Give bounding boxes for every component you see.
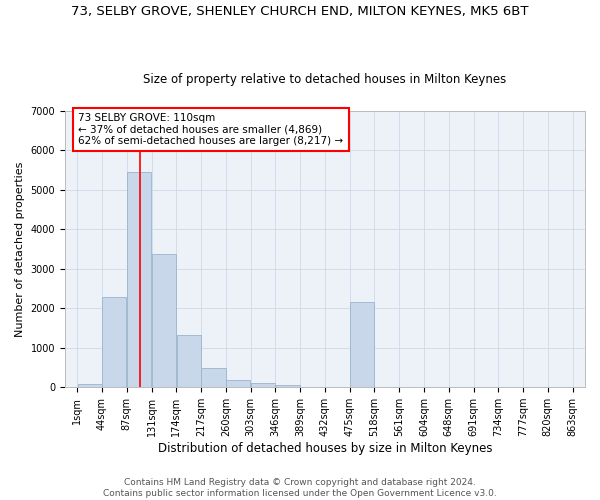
X-axis label: Distribution of detached houses by size in Milton Keynes: Distribution of detached houses by size …	[158, 442, 492, 455]
Bar	[276, 385, 300, 387]
Y-axis label: Number of detached properties: Number of detached properties	[15, 162, 25, 336]
Bar	[127, 172, 151, 387]
Bar	[103, 297, 127, 387]
Title: Size of property relative to detached houses in Milton Keynes: Size of property relative to detached ho…	[143, 73, 506, 86]
Text: Contains HM Land Registry data © Crown copyright and database right 2024.
Contai: Contains HM Land Registry data © Crown c…	[103, 478, 497, 498]
Bar	[202, 368, 226, 387]
Bar	[77, 384, 101, 387]
Text: 73, SELBY GROVE, SHENLEY CHURCH END, MILTON KEYNES, MK5 6BT: 73, SELBY GROVE, SHENLEY CHURCH END, MIL…	[71, 5, 529, 18]
Bar	[177, 335, 201, 387]
Bar	[152, 254, 176, 387]
Bar	[226, 380, 250, 387]
Text: 73 SELBY GROVE: 110sqm
← 37% of detached houses are smaller (4,869)
62% of semi-: 73 SELBY GROVE: 110sqm ← 37% of detached…	[79, 113, 344, 146]
Bar	[350, 302, 374, 387]
Bar	[251, 384, 275, 387]
